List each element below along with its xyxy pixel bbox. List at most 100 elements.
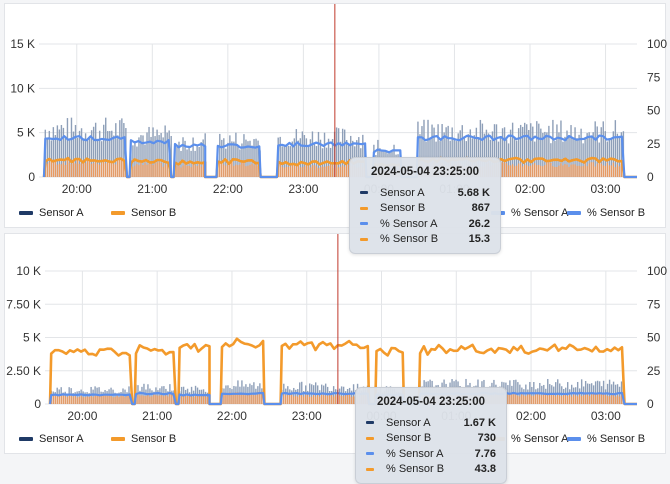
bar-sensor-a — [513, 136, 516, 177]
bar-sensor-b — [225, 392, 227, 404]
bar-sensor-b — [202, 395, 205, 404]
bar-sensor-b — [320, 394, 323, 404]
bar-sensor-b — [167, 396, 169, 404]
bar-sensor-a — [117, 135, 119, 177]
bar-sensor-a — [340, 386, 343, 404]
bar-sensor-b — [524, 164, 526, 177]
tooltip-marker — [360, 222, 368, 226]
bar-sensor-b — [338, 395, 341, 404]
bar-sensor-b — [152, 165, 154, 177]
legend-item-sensor-b[interactable]: Sensor B — [111, 207, 176, 219]
bar-sensor-b — [86, 396, 88, 404]
bar-sensor-b — [293, 166, 296, 177]
bar-sensor-a — [614, 120, 617, 177]
bar-sensor-b — [323, 166, 326, 177]
bar-sensor-b — [530, 165, 532, 177]
bar-sensor-a — [501, 128, 504, 177]
bar-sensor-b — [576, 165, 578, 177]
bar-sensor-a — [437, 124, 439, 177]
bar-sensor-a — [221, 139, 223, 177]
bar-sensor-a — [249, 140, 251, 177]
tooltip-bottom: 2024-05-04 23:25:00 Sensor A 1.67 K Sens… — [355, 387, 507, 484]
bar-sensor-b — [74, 163, 77, 177]
bar-sensor-b — [580, 166, 582, 177]
x-tick-label: 21:00 — [137, 182, 167, 196]
bar-sensor-b — [58, 396, 60, 404]
bar-sensor-a — [538, 123, 540, 177]
bar-sensor-a — [293, 138, 296, 177]
bar-sensor-b — [600, 163, 602, 177]
bar-sensor-b — [326, 395, 329, 404]
legend-label: % Sensor B — [587, 207, 646, 219]
bar-sensor-b — [142, 164, 144, 177]
bar-sensor-b — [72, 161, 75, 177]
bar-sensor-b — [190, 167, 192, 177]
bar-sensor-b — [52, 394, 54, 404]
bar-sensor-b — [145, 395, 147, 404]
legend-swatch — [567, 437, 581, 441]
bar-sensor-b — [331, 165, 334, 177]
bar-sensor-b — [307, 166, 310, 177]
bar-sensor-a — [152, 127, 154, 177]
bar-sensor-b — [88, 159, 91, 177]
bar-sensor-a — [146, 132, 148, 177]
bar-sensor-b — [515, 392, 517, 404]
legend-item-pct-sensor-b[interactable]: % Sensor B — [567, 207, 645, 219]
legend-item-sensor-a[interactable]: Sensor A — [19, 207, 84, 219]
tooltip-marker — [366, 452, 374, 456]
bar-sensor-b — [594, 393, 597, 404]
bar-sensor-b — [221, 163, 223, 177]
bar-sensor-b — [285, 166, 287, 177]
bar-sensor-a — [530, 123, 532, 177]
bar-sensor-a — [327, 138, 330, 177]
bar-sensor-a — [96, 138, 99, 177]
bar-sensor-b — [111, 162, 113, 177]
bar-sensor-a — [297, 140, 300, 177]
bar-sensor-b — [563, 394, 565, 404]
bar-sensor-b — [150, 162, 152, 177]
x-tick-label: 20:00 — [67, 409, 97, 423]
series-line-pct-sensor-a — [42, 134, 637, 179]
bar-sensor-a — [598, 142, 600, 177]
bar-sensor-a — [149, 388, 151, 404]
bar-sensor-b — [202, 163, 204, 177]
bar-sensor-b — [144, 162, 146, 177]
bar-sensor-b — [243, 163, 245, 177]
bar-sensor-a — [419, 134, 421, 177]
bar-sensor-a — [295, 129, 298, 177]
tooltip-series-name: Sensor A — [386, 416, 431, 429]
bar-sensor-b — [610, 165, 613, 177]
bar-sensor-a — [124, 389, 126, 404]
x-tick-label: 22:00 — [217, 409, 247, 423]
legend-swatch — [19, 437, 33, 441]
y-right-tick-label: 75 — [647, 297, 661, 311]
tooltip-marker — [360, 191, 368, 195]
legend-item-sensor-b[interactable]: Sensor B — [111, 433, 176, 445]
bar-sensor-a — [427, 119, 429, 177]
legend-item-pct-sensor-a[interactable]: % Sensor A — [491, 207, 568, 219]
bar-sensor-a — [532, 126, 534, 177]
bar-sensor-b — [86, 159, 89, 177]
bar-sensor-a — [305, 385, 307, 404]
chart-plot-top[interactable]: 0 5 K 10 K 15 K 0 25 50 75 100 20:00 21:00 22:00 23:… — [5, 4, 667, 229]
x-tick-label: 22:00 — [213, 182, 243, 196]
legend-item-sensor-a[interactable]: Sensor A — [19, 433, 84, 445]
bar-sensor-b — [557, 393, 559, 404]
bar-sensor-a — [78, 130, 81, 177]
bar-sensor-a — [556, 124, 558, 177]
legend-bottom: Sensor A Sensor B % Sensor A % Sensor B — [19, 433, 659, 449]
bar-sensor-b — [317, 168, 320, 177]
bar-sensor-b — [348, 393, 351, 404]
bar-sensor-b — [154, 163, 156, 177]
bar-sensor-b — [78, 163, 81, 177]
bar-sensor-b — [148, 163, 150, 177]
bar-sensor-a — [309, 139, 312, 177]
bar-sensor-a — [341, 128, 344, 177]
chart-plot-bottom[interactable]: 0 2.50 K 5 K 7.50 K 10 K 0 25 50 75 100 20:00 21:00… — [5, 234, 667, 455]
legend-item-pct-sensor-b[interactable]: % Sensor B — [567, 433, 645, 445]
tooltip-marker — [366, 436, 374, 440]
y-right-tick-label: 0 — [647, 170, 654, 184]
bar-sensor-b — [513, 166, 516, 177]
bar-sensor-b — [194, 165, 196, 177]
bar-sensor-b — [321, 166, 324, 177]
